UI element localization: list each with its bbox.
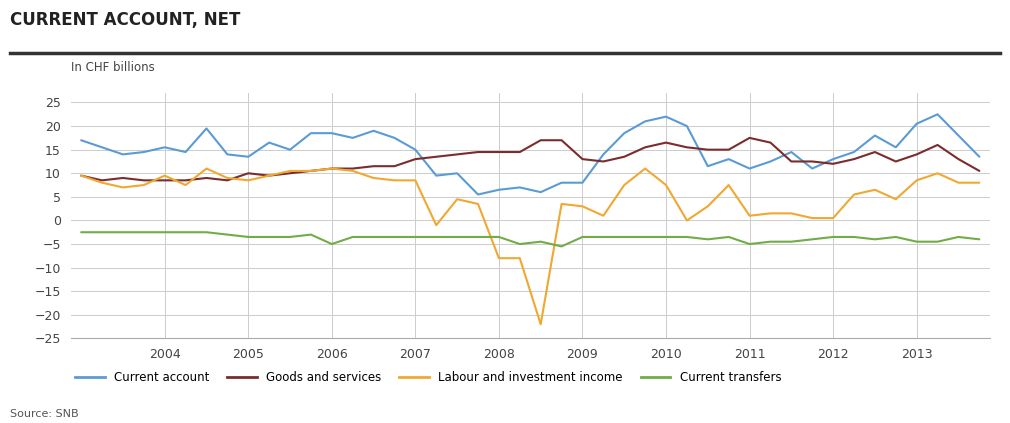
Text: In CHF billions: In CHF billions (71, 61, 155, 74)
Text: CURRENT ACCOUNT, NET: CURRENT ACCOUNT, NET (10, 11, 240, 29)
Legend: Current account, Goods and services, Labour and investment income, Current trans: Current account, Goods and services, Lab… (71, 367, 786, 389)
Text: Source: SNB: Source: SNB (10, 409, 79, 419)
